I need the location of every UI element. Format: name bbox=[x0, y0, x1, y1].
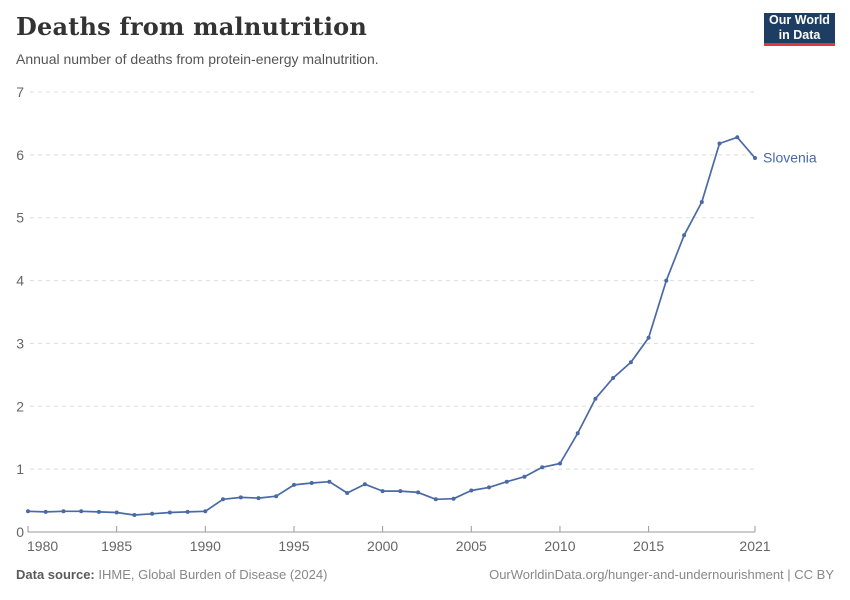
footer-url[interactable]: OurWorldinData.org/hunger-and-undernouri… bbox=[489, 567, 834, 582]
data-point-1996[interactable] bbox=[309, 481, 314, 485]
data-point-2009[interactable] bbox=[540, 465, 545, 470]
owid-logo-line2: in Data bbox=[778, 28, 821, 42]
y-tick-label-3: 3 bbox=[16, 335, 24, 351]
data-point-2018[interactable] bbox=[699, 200, 704, 204]
x-tick-label-2000: 2000 bbox=[367, 538, 398, 554]
data-point-2007[interactable] bbox=[504, 479, 509, 484]
y-tick-label-6: 6 bbox=[16, 147, 24, 163]
data-point-2021[interactable] bbox=[753, 156, 757, 160]
data-point-1986[interactable] bbox=[132, 513, 137, 517]
chart-subtitle: Annual number of deaths from protein-ene… bbox=[16, 51, 379, 67]
x-tick-label-2021: 2021 bbox=[739, 538, 770, 554]
y-tick-label-4: 4 bbox=[16, 273, 24, 289]
data-point-1981[interactable] bbox=[43, 509, 48, 514]
x-tick-label-1980: 1980 bbox=[27, 538, 58, 554]
data-point-2000[interactable] bbox=[380, 489, 385, 494]
data-point-2017[interactable] bbox=[682, 233, 687, 238]
x-tick-label-1990: 1990 bbox=[190, 538, 221, 554]
y-tick-label-7: 7 bbox=[16, 84, 24, 100]
data-point-2019[interactable] bbox=[717, 141, 722, 146]
data-point-1980[interactable] bbox=[26, 509, 30, 514]
data-point-2005[interactable] bbox=[469, 488, 474, 493]
data-point-1995[interactable] bbox=[292, 482, 296, 487]
data-point-2015[interactable] bbox=[646, 335, 651, 340]
x-tick-label-1995: 1995 bbox=[278, 538, 309, 554]
data-point-1992[interactable] bbox=[238, 495, 243, 500]
data-point-1999[interactable] bbox=[362, 482, 367, 487]
data-point-2011[interactable] bbox=[575, 431, 580, 436]
data-point-1990[interactable] bbox=[203, 509, 208, 514]
data-point-2013[interactable] bbox=[611, 376, 616, 380]
data-point-1997[interactable] bbox=[327, 479, 332, 484]
x-tick-label-2010: 2010 bbox=[544, 538, 575, 554]
data-point-1991[interactable] bbox=[221, 497, 225, 502]
data-point-2012[interactable] bbox=[593, 396, 598, 401]
data-point-1994[interactable] bbox=[274, 494, 279, 499]
data-point-1998[interactable] bbox=[345, 491, 350, 495]
data-point-2006[interactable] bbox=[487, 485, 491, 490]
owid-logo[interactable]: Our World in Data bbox=[764, 13, 835, 46]
data-point-2010[interactable] bbox=[558, 461, 562, 466]
data-point-2001[interactable] bbox=[398, 489, 403, 494]
data-line-slovenia[interactable] bbox=[27, 136, 756, 516]
x-tick-label-2005: 2005 bbox=[456, 538, 487, 554]
data-point-2002[interactable] bbox=[416, 490, 421, 495]
y-tick-label-1: 1 bbox=[16, 461, 24, 477]
data-point-1983[interactable] bbox=[79, 509, 84, 514]
data-point-1987[interactable] bbox=[150, 511, 155, 516]
data-source-label: Data source: bbox=[16, 567, 95, 582]
data-point-2020[interactable] bbox=[735, 135, 740, 140]
x-tick-label-2015: 2015 bbox=[633, 538, 664, 554]
data-point-2008[interactable] bbox=[522, 474, 527, 479]
data-point-2014[interactable] bbox=[628, 360, 633, 365]
x-tick-label-1985: 1985 bbox=[101, 538, 132, 554]
data-point-1984[interactable] bbox=[96, 509, 101, 514]
data-point-2004[interactable] bbox=[451, 496, 456, 501]
y-tick-label-0: 0 bbox=[16, 524, 24, 540]
chart-footer: Data source: IHME, Global Burden of Dise… bbox=[16, 567, 834, 582]
data-point-1988[interactable] bbox=[167, 510, 172, 515]
data-point-1985[interactable] bbox=[114, 510, 119, 515]
y-tick-label-5: 5 bbox=[16, 210, 24, 226]
data-source-text: IHME, Global Burden of Disease (2024) bbox=[94, 567, 328, 582]
page-title: Deaths from malnutrition bbox=[16, 12, 368, 41]
data-point-2016[interactable] bbox=[664, 278, 669, 283]
data-point-2003[interactable] bbox=[433, 497, 438, 502]
data-point-1982[interactable] bbox=[61, 509, 66, 514]
y-tick-label-2: 2 bbox=[16, 398, 24, 414]
data-point-1989[interactable] bbox=[185, 509, 190, 514]
data-point-1993[interactable] bbox=[256, 496, 261, 501]
owid-logo-line1: Our World bbox=[769, 13, 830, 27]
entity-label-slovenia[interactable]: Slovenia bbox=[763, 150, 817, 166]
data-source: Data source: IHME, Global Burden of Dise… bbox=[16, 567, 327, 582]
